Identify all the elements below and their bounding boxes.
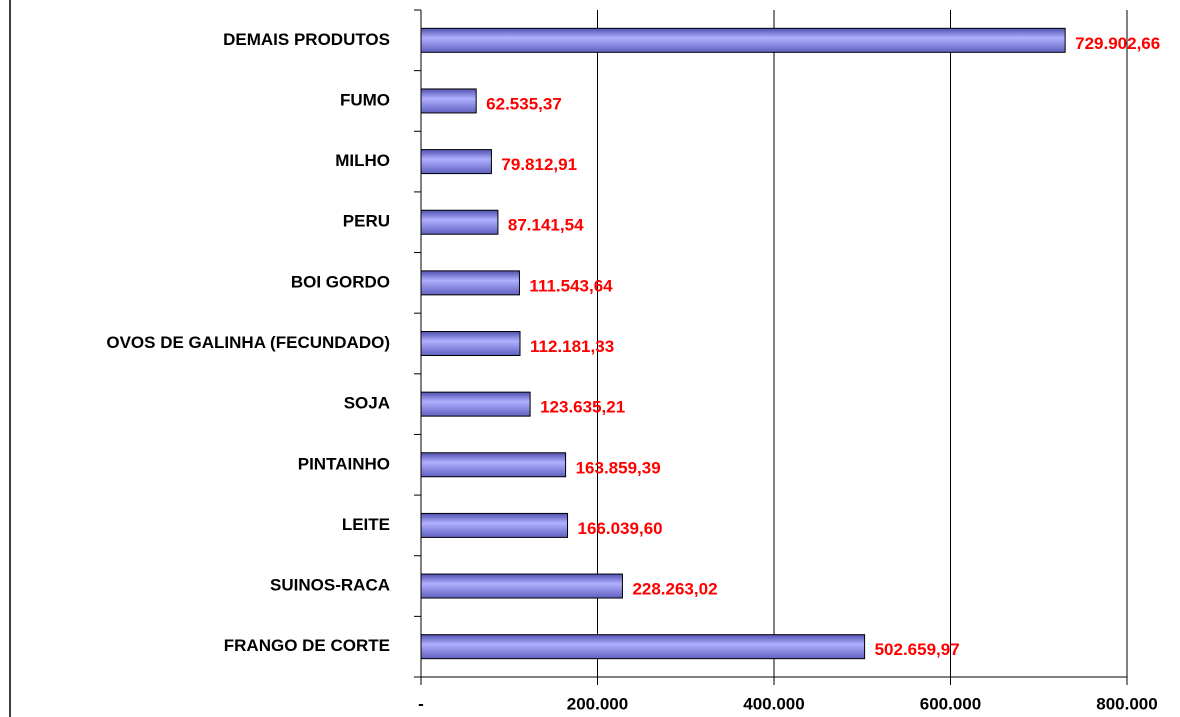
bar bbox=[420, 149, 492, 175]
bar bbox=[420, 573, 623, 599]
x-tick-label: 200.000 bbox=[567, 694, 628, 713]
x-tick-label: 400.000 bbox=[743, 694, 804, 713]
category-label: SOJA bbox=[344, 394, 390, 413]
value-label: 166.039,60 bbox=[578, 519, 663, 538]
value-label: 228.263,02 bbox=[632, 580, 717, 599]
bar bbox=[420, 512, 569, 538]
bar bbox=[420, 331, 521, 356]
category-label: BOI GORDO bbox=[291, 272, 390, 291]
category-label: FRANGO DE CORTE bbox=[224, 636, 390, 655]
category-label: LEITE bbox=[342, 515, 390, 534]
value-label: 87.141,54 bbox=[508, 216, 584, 235]
bar bbox=[420, 270, 520, 296]
category-label: PINTAINHO bbox=[298, 454, 390, 473]
value-label: 163.859,39 bbox=[576, 458, 661, 477]
value-label: 111.543,64 bbox=[529, 276, 613, 295]
category-label: PERU bbox=[343, 212, 390, 231]
value-label: 123.635,21 bbox=[540, 398, 625, 417]
category-label: OVOS DE GALINHA (FECUNDADO) bbox=[106, 333, 390, 352]
bar bbox=[420, 391, 531, 417]
category-label: DEMAIS PRODUTOS bbox=[223, 30, 390, 49]
x-tick-label: 600.000 bbox=[920, 694, 981, 713]
category-label: FUMO bbox=[340, 90, 390, 109]
bar bbox=[420, 634, 866, 660]
value-label: 112.181,33 bbox=[530, 337, 614, 356]
value-label: 62.535,37 bbox=[486, 94, 562, 113]
x-tick-label: 800.000 bbox=[1096, 694, 1157, 713]
bar bbox=[420, 88, 477, 114]
bar bbox=[420, 209, 499, 235]
x-tick-label: - bbox=[418, 694, 424, 713]
value-label: 729.902,66 bbox=[1075, 34, 1160, 53]
category-label: MILHO bbox=[335, 151, 390, 170]
bar bbox=[420, 27, 1066, 53]
value-label: 502.659,97 bbox=[875, 640, 960, 659]
bar bbox=[420, 452, 567, 478]
category-label: SUINOS-RACA bbox=[270, 576, 390, 595]
value-label: 79.812,91 bbox=[501, 155, 577, 174]
